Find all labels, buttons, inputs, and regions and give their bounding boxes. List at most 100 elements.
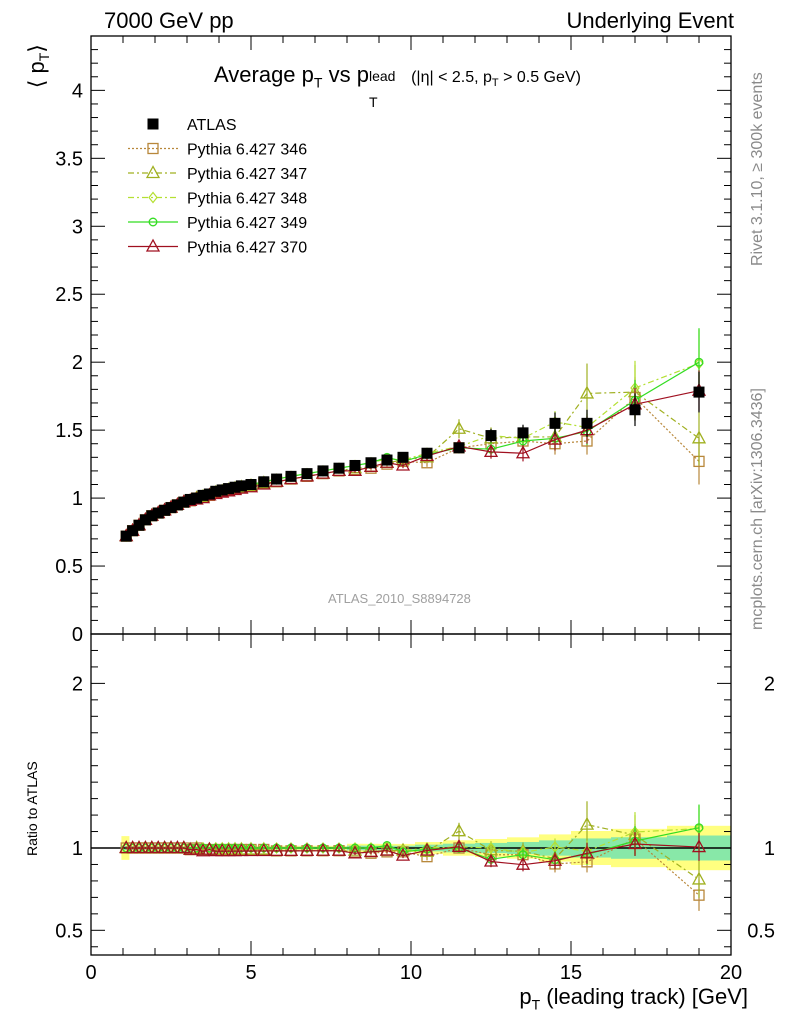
ratio-point-pythia-6-427-370 [363,844,379,858]
ratio-y-tick-label: 1 [72,838,83,860]
ratio-point-pythia-6-427-370 [347,845,363,859]
ratio-point-pythia-6-427-348 [286,842,296,854]
analysis-watermark: ATLAS_2010_S8894728 [328,591,471,606]
ratio-point-pythia-6-427-370 [176,840,191,854]
x-axis-label-sub: T [531,996,541,1013]
point-atlas [485,430,497,442]
ratio-point-pythia-6-427-370 [243,843,259,857]
ratio-point-pythia-6-427-370 [395,847,411,861]
point-atlas [245,479,257,490]
point-atlas [146,510,158,522]
ratio-point-pythia-6-427-349 [694,823,704,833]
ratio-point-pythia-6-427-348 [302,842,312,854]
title-cut-sub: T [491,77,499,90]
legend: ATLAS Pythia 6.427 346 Pythia 6.427 347 Pyt… [128,117,307,257]
ratio-point-pythia-6-427-370 [547,852,563,866]
point-atlas [301,468,313,480]
point-atlas [159,504,171,516]
y-tick-label: 0 [72,624,83,646]
ratio-point-pythia-6-427-370 [315,842,331,856]
point-pythia-6-427-349 [694,357,704,367]
ratio-point-pythia-6-427-370 [299,842,315,856]
point-atlas [258,476,270,488]
x-tick-label: 15 [560,962,582,984]
title-sub: T [313,74,323,91]
legend-label-pythia-6-427-347: Pythia 6.427 347 [187,166,307,183]
y-tick-label: 3.5 [55,148,83,170]
point-pythia-6-427-347 [691,430,707,444]
point-pythia-6-427-370 [395,457,411,471]
point-atlas [171,499,183,511]
point-atlas [517,427,529,439]
y-tick-label: 3 [72,216,83,238]
point-atlas [184,493,196,505]
header-left: 7000 GeV pp [104,8,234,33]
ratio-plot [119,801,707,911]
legend-marker-atlas [147,118,159,130]
x-axis-label-rest: (leading track) [GeV] [546,984,748,1009]
legend-marker-pythia-6-427-370 [145,238,161,252]
point-pythia-6-427-347 [579,385,595,399]
point-atlas [453,442,465,454]
point-pythia-6-427-370 [515,445,531,459]
point-atlas [285,470,297,482]
ratio-point-pythia-6-427-347 [451,823,467,837]
point-atlas [271,473,283,485]
y-tick-label: 2.5 [55,284,83,306]
point-pythia-6-427-347 [451,420,467,434]
point-atlas [152,507,164,519]
ratio-point-pythia-6-427-348 [486,842,496,854]
point-atlas [235,480,247,492]
title-sup: lead [368,68,396,84]
point-atlas [365,457,377,469]
point-atlas [191,492,203,504]
point-atlas [197,489,209,501]
x-axis-label: pT (leading track) [GeV] [519,984,748,1012]
legend-label-pythia-6-427-348: Pythia 6.427 348 [187,191,307,208]
ratio-point-pythia-6-427-370 [483,853,499,867]
ratio-point-pythia-6-427-370 [331,842,347,856]
point-atlas [421,447,433,459]
point-atlas [178,496,190,508]
ratio-point-pythia-6-427-370 [283,842,299,856]
y-tick-label: 1.5 [55,420,83,442]
ratio-point-pythia-6-427-370 [256,843,271,857]
title-main: Average p [214,62,314,87]
ratio-point-pythia-6-427-348 [259,842,269,854]
point-atlas [549,417,561,429]
ratio-point-pythia-6-427-370 [379,842,395,856]
point-atlas [629,404,641,416]
series-line-pythia-6-427-347 [125,391,700,537]
ratio-y-tick-label-right: 2 [764,673,775,695]
point-atlas [120,530,132,542]
point-atlas [165,502,177,514]
title-vs: vs p [328,62,369,87]
ratio-y-tick-label-right: 1 [764,838,775,860]
ratio-point-pythia-6-427-348 [246,842,256,854]
point-atlas [349,459,361,471]
ratio-point-pythia-6-427-370 [691,839,707,853]
ratio-point-pythia-6-427-348 [271,842,282,854]
ratio-point-pythia-6-427-348 [318,842,328,854]
series-line-pythia-6-427-348 [125,362,700,537]
header-right: Underlying Event [566,8,734,33]
y-tick-label: 0.5 [55,556,83,578]
legend-label-pythia-6-427-370: Pythia 6.427 370 [187,240,307,257]
title-sub2: T [368,94,378,110]
ratio-point-pythia-6-427-370 [515,856,531,870]
series-line-pythia-6-427-370 [125,390,700,537]
legend-marker-pythia-6-427-349 [148,217,158,227]
ratio-point-pythia-6-427-370 [202,841,217,855]
x-tick-label: 5 [245,962,256,984]
point-atlas [223,483,235,495]
main-plot [119,328,707,543]
legend-label-atlas: ATLAS [187,117,237,134]
point-atlas [693,386,705,398]
chart-title: Average pT vs p lead T (|η| < 2.5, pT > 0.… [214,62,581,110]
point-atlas [381,454,393,466]
y-tick-label: 2 [72,352,83,374]
ratio-point-pythia-6-427-370 [451,838,467,852]
ratio-y-tick-label: 2 [72,673,83,695]
